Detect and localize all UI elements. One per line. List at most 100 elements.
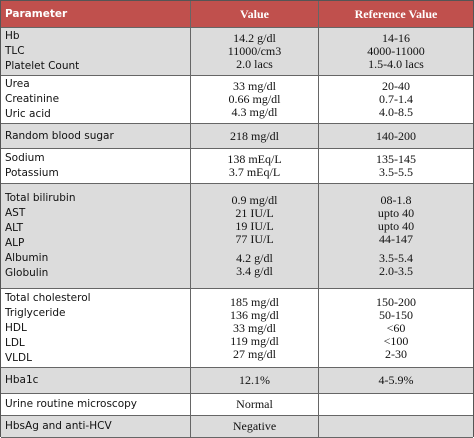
cell-text: 4.3 mg/dl [231, 105, 278, 119]
cell-text: 0.9 mg/dl [231, 193, 278, 207]
header-cell: Parameter [1, 1, 191, 27]
cell-text: 3.5-5.5 [379, 165, 413, 179]
cell-text: Negative [232, 419, 277, 433]
cell-text: Total cholesterol [5, 291, 91, 304]
table-cell: 138 mEq/L 3.7 mEq/L [191, 149, 319, 183]
cell-text: 20-40 [382, 79, 410, 93]
cell-text: HbsAg and anti-HCV [5, 420, 112, 432]
cell-text: 136 mg/dl [229, 307, 279, 322]
table-cell: Random blood sugar [1, 124, 191, 148]
cell-text: 4-5.9% [378, 373, 414, 387]
cell-text: 2.0-3.5 [379, 264, 413, 278]
cell-text: upto 40 [377, 219, 415, 233]
table-cell [319, 416, 473, 437]
cell-text: Sodium [5, 152, 45, 164]
cell-text: 4000-11000 [367, 44, 425, 58]
cell-text: 218 mg/dl [229, 128, 279, 143]
cell-text: 3.5-5.4 [379, 251, 413, 265]
table-cell: Total bilirubin AST ALT ALP Albumin Globulin [1, 184, 191, 288]
table-row: Total cholesterol Triglyceride HDL LDL VLDL 1… [1, 289, 473, 368]
table-cell: 08-1.8 upto 40 upto 40 44-147 3.5-5.4 2.0-3.5 [319, 184, 473, 288]
cell-text: 0.66 mg/dl [228, 92, 281, 106]
cell-text: 14-16 [382, 31, 410, 45]
cell-text: Random blood sugar [5, 129, 114, 142]
table-row: Urea Creatinine Uric acid 33 mg/dl 0.66 mg/d… [1, 76, 473, 124]
cell-text: Hb [5, 30, 20, 42]
header-cell: Value [191, 1, 319, 27]
cell-text: <60 [386, 320, 406, 335]
cell-text: 08-1.8 [380, 193, 412, 207]
table-cell: 14.2 g/dl 11000/cm3 2.0 lacs [191, 28, 319, 75]
cell-text: Hba1c [5, 374, 39, 386]
cell-text: 14.2 g/dl [233, 31, 276, 45]
cell-text: Normal [236, 397, 273, 411]
cell-text: 119 mg/dl [230, 333, 279, 348]
cell-text: upto 40 [377, 206, 415, 220]
cell-text: TLC [5, 45, 25, 57]
cell-text: 21 IU/L [235, 206, 274, 220]
cell-text: ALP [5, 237, 25, 249]
cell-text: 135-145 [376, 152, 416, 166]
cell-text: 185 mg/dl [229, 294, 279, 309]
cell-text: 11000/cm3 [227, 44, 282, 58]
cell-text: 138 mEq/L [227, 152, 282, 166]
table-cell: Hba1c [1, 368, 191, 393]
table-cell: 20-40 0.7-1.4 4.0-8.5 [319, 76, 473, 123]
cell-text: Potassium [5, 167, 59, 179]
table-cell: 14-16 4000-11000 1.5-4.0 lacs [319, 28, 473, 75]
cell-text: 2.0 lacs [236, 57, 273, 71]
table-row: HbsAg and anti-HCV Negative [1, 416, 473, 438]
cell-text: Urea [5, 78, 30, 90]
table-row: Random blood sugar 218 mg/dl 140-200 [1, 124, 473, 149]
cell-text: Globulin [5, 267, 49, 279]
table-cell: 185 mg/dl 136 mg/dl 33 mg/dl 119 mg/dl 27 mg… [191, 289, 319, 367]
cell-text: 140-200 [376, 128, 416, 143]
cell-text: 2-30 [385, 346, 407, 361]
table-cell: Total cholesterol Triglyceride HDL LDL VLDL [1, 289, 191, 367]
table-cell: 140-200 [319, 124, 473, 148]
table-cell: Hb TLC Platelet Count [1, 28, 191, 75]
cell-text: LDL [5, 336, 25, 349]
cell-text: ALT [5, 222, 24, 234]
table-row: Sodium Potassium 138 mEq/L 3.7 mEq/L 135-145… [1, 149, 473, 184]
cell-text: 33 mg/dl [232, 320, 276, 335]
cell-text: 150-200 [376, 294, 416, 309]
table-cell: Urea Creatinine Uric acid [1, 76, 191, 123]
cell-text: 77 IU/L [235, 232, 274, 246]
cell-text: 3.7 mEq/L [228, 165, 281, 179]
cell-text: 0.7-1.4 [379, 92, 413, 106]
table-cell: 4-5.9% [319, 368, 473, 393]
cell-text: <100 [383, 333, 409, 348]
cell-text: Urine routine microscopy [5, 398, 137, 410]
cell-text: 3.4 g/dl [236, 264, 273, 278]
cell-text: 27 mg/dl [232, 346, 276, 361]
cell-text: HDL [5, 321, 27, 334]
table-cell: 0.9 mg/dl 21 IU/L 19 IU/L 77 IU/L 4.2 g/dl 3.… [191, 184, 319, 288]
table-cell: 150-200 50-150 <60 <100 2-30 [319, 289, 473, 367]
table-row: Hb TLC Platelet Count 14.2 g/dl 11000/cm3 2.0… [1, 28, 473, 76]
table-cell: HbsAg and anti-HCV [1, 416, 191, 437]
table-cell [319, 394, 473, 415]
cell-text: Albumin [5, 252, 49, 264]
table-cell: Sodium Potassium [1, 149, 191, 183]
table-cell: 33 mg/dl 0.66 mg/dl 4.3 mg/dl [191, 76, 319, 123]
cell-text: Triglyceride [5, 306, 66, 319]
table-row: Hba1c 12.1% 4-5.9% [1, 368, 473, 394]
header-row: Parameter Value Reference Value [1, 1, 473, 28]
cell-text: 44-147 [379, 232, 413, 246]
cell-text: 12.1% [239, 373, 270, 387]
table-cell: Negative [191, 416, 319, 437]
cell-text: Total bilirubin [5, 192, 76, 204]
table-cell: 135-145 3.5-5.5 [319, 149, 473, 183]
cell-text: Creatinine [5, 93, 60, 105]
cell-text: AST [5, 207, 26, 219]
table-cell: Urine routine microscopy [1, 394, 191, 415]
table-cell: 12.1% [191, 368, 319, 393]
header-cell: Reference Value [354, 6, 438, 21]
table-row: Urine routine microscopy Normal [1, 394, 473, 416]
cell-text: 33 mg/dl [232, 79, 276, 93]
cell-text: 4.0-8.5 [379, 105, 413, 119]
cell-text: Platelet Count [5, 60, 80, 72]
cell-text: 50-150 [379, 307, 413, 322]
